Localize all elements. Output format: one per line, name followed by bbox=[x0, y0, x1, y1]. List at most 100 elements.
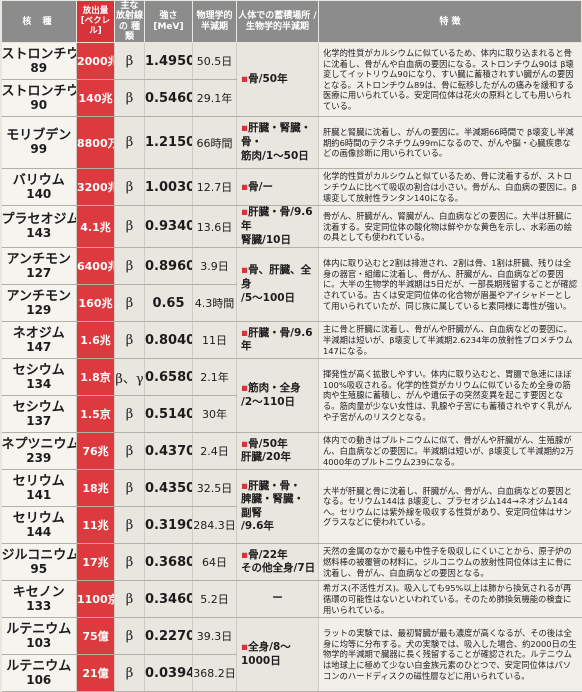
nuclide-name: セシウム bbox=[12, 362, 65, 378]
nuclide-cell: ルテニウム 103 bbox=[1, 617, 77, 656]
release-amount: 75億 bbox=[76, 617, 115, 656]
organ-line: ▪肝臓・腎臓・骨・ bbox=[241, 122, 318, 149]
table-row: ネプツニウム 239 76兆 β 0.4370 2.4日 ▪骨/50年 肝臓/20年 体内での動… bbox=[1, 432, 582, 471]
mass-number: 140 bbox=[26, 186, 52, 201]
nuclide-name: アンチモン bbox=[6, 288, 71, 304]
mass-number: 137 bbox=[26, 413, 52, 428]
feature-text: 大半が肝臓と骨に沈着し、肝臓がん、骨がん、白血病などの要因となる。セリウム144… bbox=[318, 469, 582, 545]
energy-value: 0.3190 bbox=[144, 506, 193, 545]
organ-line: 肝臓/20年 bbox=[241, 451, 318, 465]
organ-line: 副腎 bbox=[241, 507, 318, 521]
energy-value: 0.6580 bbox=[144, 358, 193, 397]
energy-value: 0.5460 bbox=[144, 79, 193, 118]
organ-line: ▪全身/8〜1000日 bbox=[241, 641, 318, 668]
organ-text: 肝臓・腎臓・骨・ bbox=[241, 122, 312, 149]
bullet-icon: ▪ bbox=[241, 264, 249, 277]
half-life: 66時間 bbox=[192, 116, 237, 170]
organ-cell: ▪骨/50年 bbox=[236, 42, 319, 118]
radiation-type: β bbox=[114, 247, 145, 286]
organ-line: ▪肝臓・骨/9.6年 bbox=[241, 327, 318, 354]
mass-number: 127 bbox=[26, 265, 52, 280]
organ-line: その他全身/7日 bbox=[241, 562, 318, 576]
organ-line: /9.6年 bbox=[241, 520, 318, 534]
energy-value: 0.2270 bbox=[144, 617, 193, 656]
feature-text: 肝臓と腎臓に沈着し、がんの要因に。半減期66時間で β壊変し半減期約6時間のテク… bbox=[318, 116, 582, 170]
feature-text: 主に骨と肝臓に沈着し、骨がんや肝臓がん、白血病などの要因に。半減期は短いが、β壊… bbox=[318, 321, 582, 360]
organ-line: ー bbox=[237, 592, 318, 606]
mass-number: 89 bbox=[30, 60, 48, 75]
table-row: セリウム 144 11兆 β 0.3190 284.3日 bbox=[1, 506, 582, 545]
nuclide-cell: アンチモン 129 bbox=[1, 284, 77, 323]
feature-text: 揮発性が高く拡散しやすい。体内に取り込むと、胃腸で急速にほぼ100%吸収される。… bbox=[318, 358, 582, 434]
radiation-type: β bbox=[114, 42, 145, 81]
table-row: アンチモン 129 160兆 β 0.65 4.3時間 bbox=[1, 284, 582, 323]
organ-cell: ▪骨/50年 肝臓/20年 bbox=[236, 432, 319, 471]
bullet-icon: ▪ bbox=[241, 382, 249, 395]
release-amount: 21億 bbox=[76, 654, 115, 692]
organ-cell: ▪筋肉・全身/2〜110日 bbox=[236, 358, 319, 434]
organ-line: 筋肉/1〜50日 bbox=[241, 150, 318, 164]
nuclide-cell: モリブデン 99 bbox=[1, 116, 77, 170]
organ-cell: ▪全身/8〜1000日 bbox=[236, 617, 319, 692]
bullet-icon: ▪ bbox=[241, 479, 249, 492]
nuclide-cell: ジルコニウム 95 bbox=[1, 543, 77, 582]
feature-text: 化学的性質がカルシウムと似ているため、骨に沈着するが、ストロンチウムに比べて吸収… bbox=[318, 168, 582, 207]
table-row: モリブデン 99 8800万 β 1.2150 66時間 ▪肝臓・腎臓・骨・ 筋肉/1〜50日… bbox=[1, 116, 582, 170]
organ-text: 骨/50年 bbox=[248, 73, 288, 86]
nuclide-name: ネオジム bbox=[12, 325, 65, 341]
radiation-type: β bbox=[114, 321, 145, 360]
half-life: 5.2日 bbox=[192, 580, 237, 619]
half-life: 64日 bbox=[192, 543, 237, 582]
organ-line: ▪骨、肝臓、全身 bbox=[241, 264, 318, 291]
radiation-type: β、γ bbox=[114, 358, 145, 397]
half-life: 4.3時間 bbox=[192, 284, 237, 323]
release-amount: 6400兆 bbox=[76, 247, 115, 286]
nuclide-cell: ネプツニウム 239 bbox=[1, 432, 77, 471]
nuclide-name: ストロンチウム bbox=[1, 83, 76, 99]
feature-text: 天然の金属のなかで最も中性子を吸収しにくいことから、原子炉の燃料棒の被覆管の材料… bbox=[318, 543, 582, 582]
energy-value: 0.3680 bbox=[144, 543, 193, 582]
energy-value: 0.8040 bbox=[144, 321, 193, 360]
mass-number: 103 bbox=[26, 635, 52, 650]
header-release: 放出量 [ベクレル] bbox=[76, 0, 115, 44]
release-amount: 18兆 bbox=[76, 469, 115, 508]
feature-text: 骨がん、肝臓がん、腎臓がん、白血病などの要因に。大半は肝臓に沈着する。安定同位体… bbox=[318, 205, 582, 249]
half-life: 39.3日 bbox=[192, 617, 237, 656]
header-half-life: 物理学的 半減期 bbox=[192, 0, 237, 44]
release-amount: 76兆 bbox=[76, 432, 115, 471]
table-row: セシウム 134 1.8京 β、γ 0.6580 2.1年 ▪筋肉・全身/2〜110日 揮発性… bbox=[1, 358, 582, 434]
mass-number: 95 bbox=[30, 561, 48, 576]
nuclide-name: ストロンチウム bbox=[1, 46, 76, 62]
mass-number: 147 bbox=[26, 339, 52, 354]
nuclide-name: バリウム bbox=[12, 172, 65, 188]
feature-text: ラットの実験では、最初腎臓が最も濃度が高くなるが、その後は全身に均等に分布する。… bbox=[318, 617, 582, 692]
half-life: 2.4日 bbox=[192, 432, 237, 471]
nuclide-name: モリブデン bbox=[6, 128, 72, 144]
nuclide-name: プラセオジム bbox=[1, 212, 77, 228]
release-amount: 17兆 bbox=[76, 543, 115, 582]
organ-text: /5〜100日 bbox=[241, 291, 296, 304]
energy-value: 0.5140 bbox=[144, 395, 193, 434]
nuclide-cell: ストロンチウム89 bbox=[1, 42, 77, 81]
organ-line: ▪骨/ー bbox=[241, 181, 318, 195]
organ-text: 肝臓・骨/9.6年 bbox=[241, 326, 313, 353]
half-life: 11日 bbox=[192, 321, 237, 360]
energy-value: 0.9340 bbox=[144, 205, 193, 249]
mass-number: 239 bbox=[26, 450, 52, 465]
radiation-type: β bbox=[114, 506, 145, 545]
energy-value: 1.0030 bbox=[144, 168, 193, 207]
feature-text: 化学的性質がカルシウムに似ているため、体内に取り込まれると骨に沈着し、骨がんや白… bbox=[318, 42, 582, 118]
organ-line: 腎臓/10日 bbox=[241, 234, 318, 247]
half-life: 12.7日 bbox=[192, 168, 237, 207]
organ-line: ▪骨/50年 bbox=[241, 73, 318, 87]
bullet-icon: ▪ bbox=[241, 180, 249, 193]
nuclide-name: ルテニウム bbox=[6, 621, 72, 637]
nuclide-name: セシウム bbox=[12, 399, 65, 415]
nuclide-cell: アンチモン 127 bbox=[1, 247, 77, 286]
organ-text: 副腎 bbox=[241, 506, 262, 519]
table-row: ネオジム 147 1.6兆 β 0.8040 11日 ▪肝臓・骨/9.6年 主に骨と肝臓に沈着… bbox=[1, 321, 582, 360]
half-life: 13.6日 bbox=[192, 205, 237, 249]
